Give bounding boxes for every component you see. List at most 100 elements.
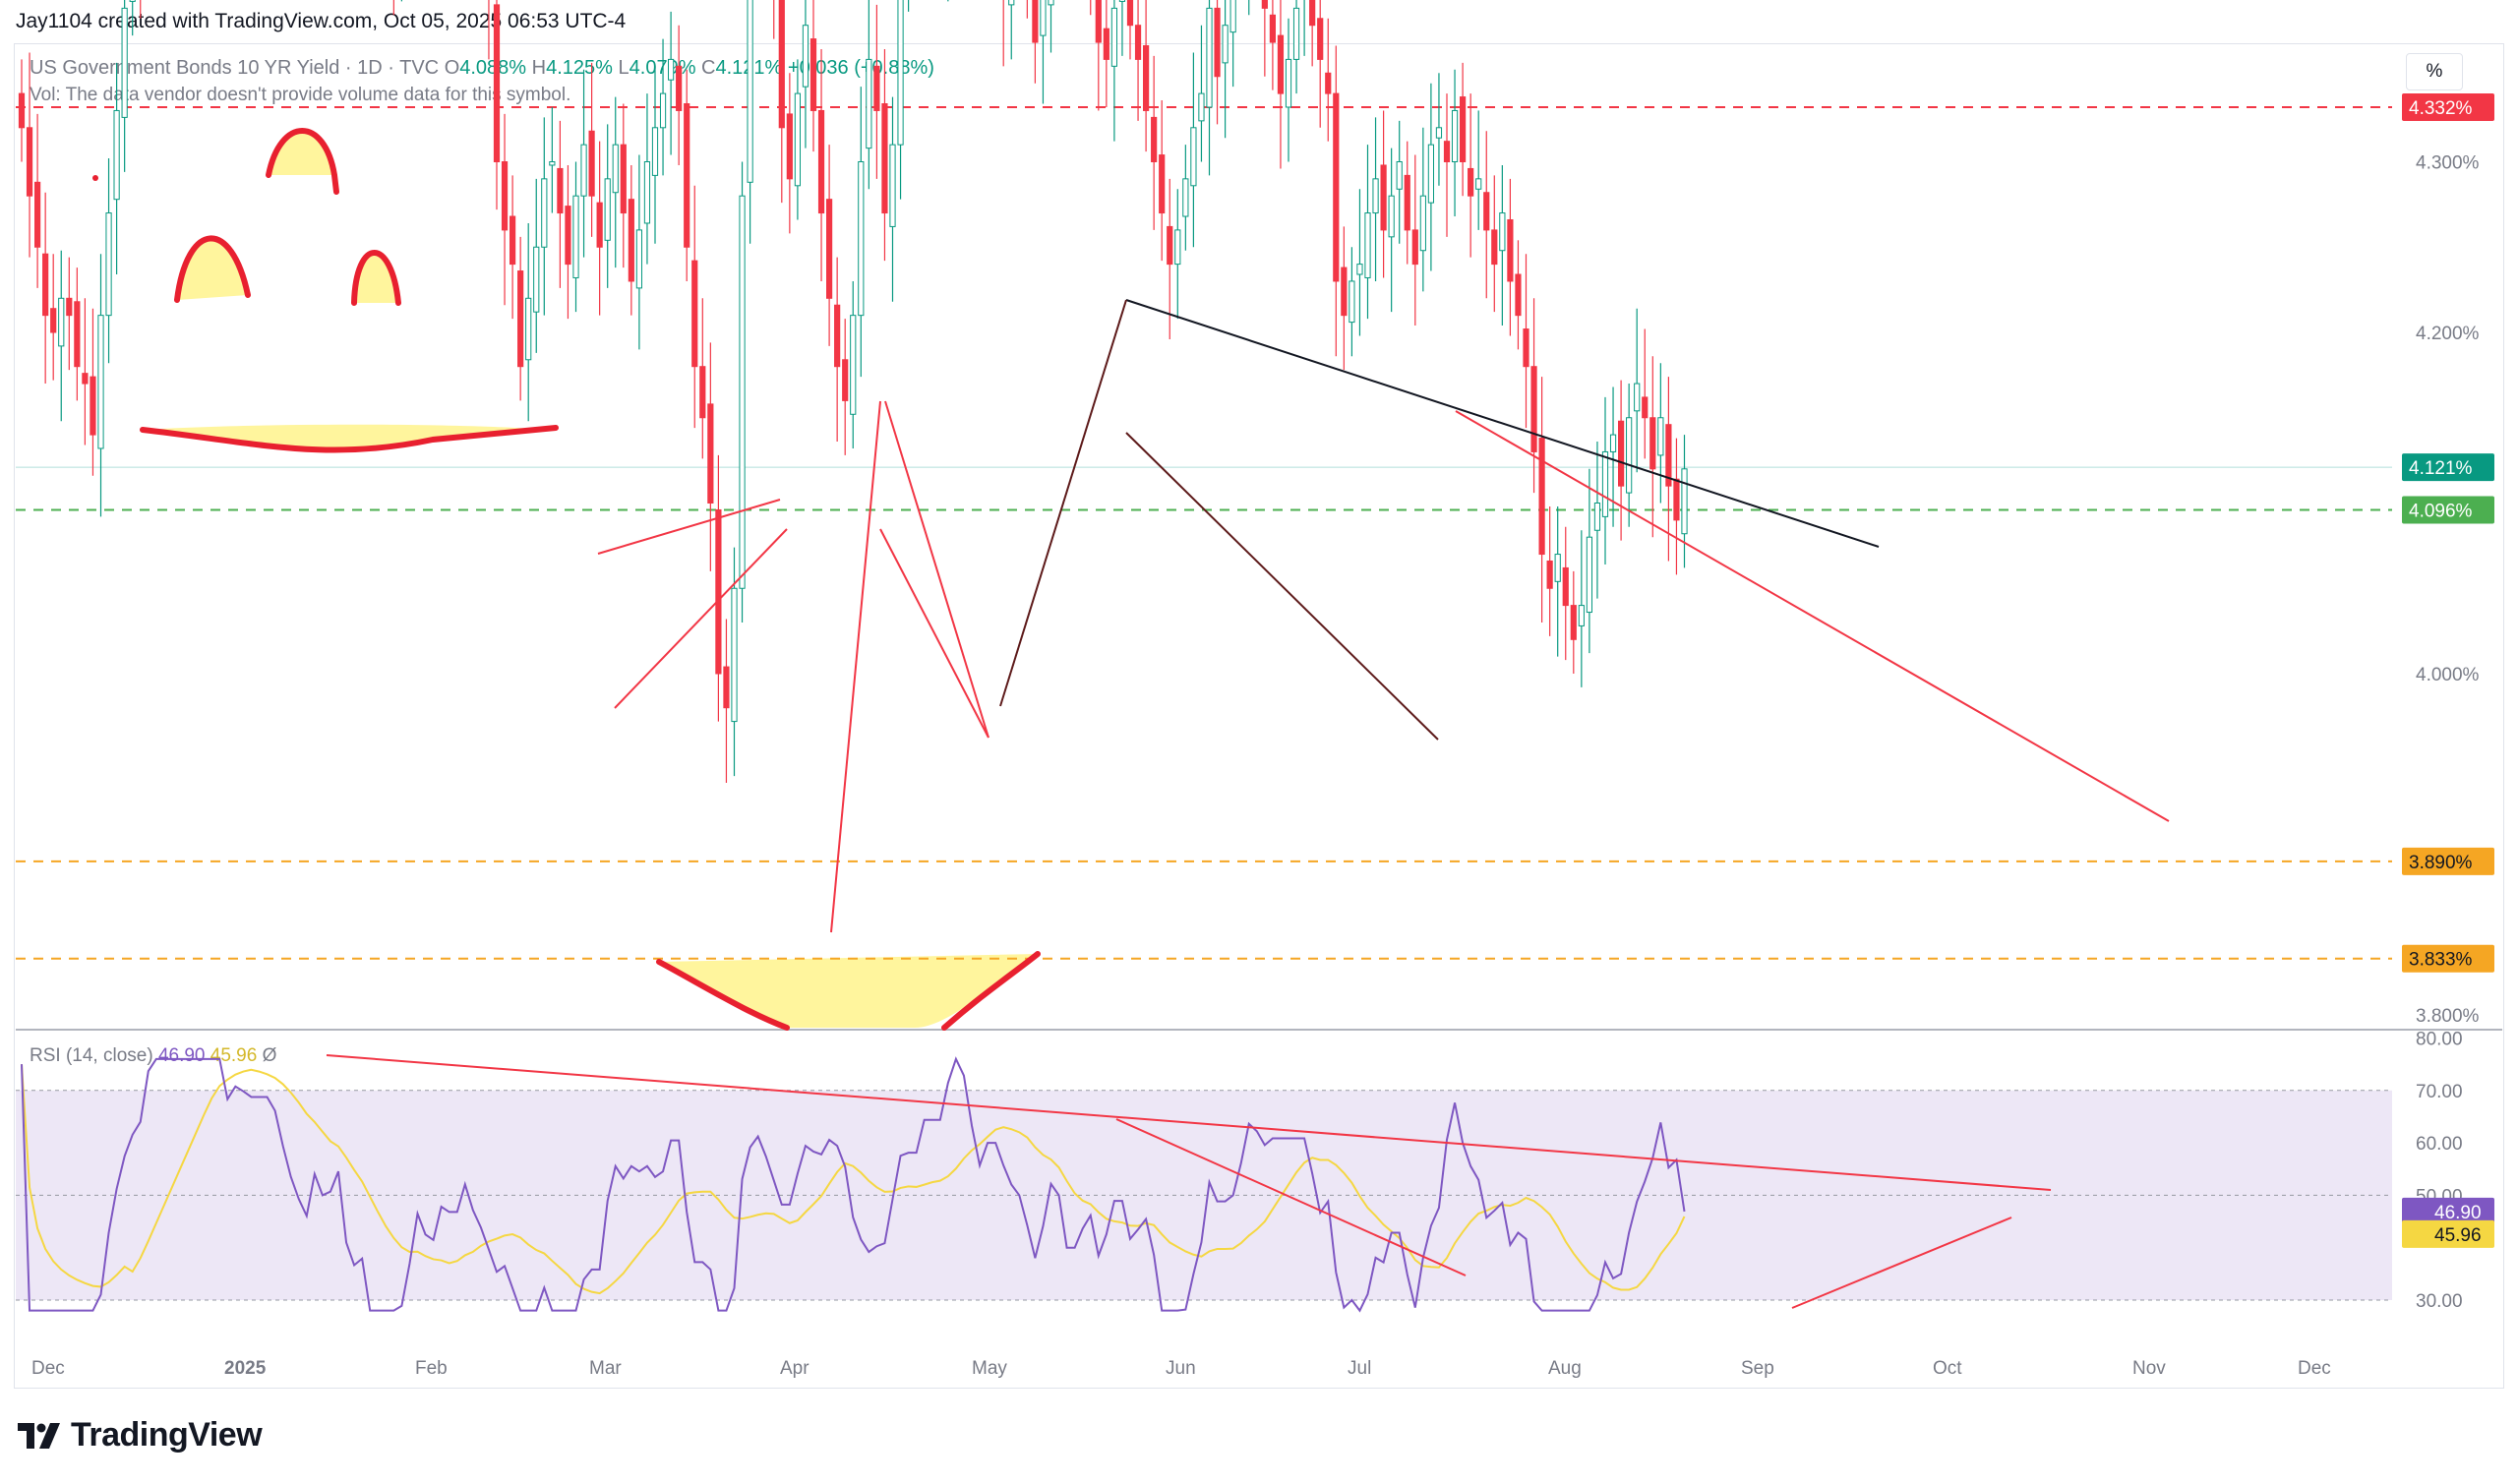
candle-body	[1404, 174, 1410, 231]
candle-body	[628, 199, 634, 282]
candle-body	[858, 161, 865, 317]
candle-body	[90, 376, 96, 436]
creator-caption: Jay1104 created with TradingView.com, Oc…	[16, 10, 627, 32]
candle-body	[1681, 468, 1688, 535]
candle-body	[668, 58, 675, 81]
candle-body	[1309, 0, 1316, 27]
candle-body	[1642, 396, 1649, 419]
candle-body	[50, 308, 57, 333]
candle-body	[541, 178, 548, 248]
candle-body	[707, 403, 714, 504]
candle-body	[1317, 18, 1324, 60]
time-tick-label: Feb	[415, 1358, 448, 1379]
candle-body	[58, 297, 65, 347]
head-outline	[266, 128, 339, 195]
brand-name: TradingView	[71, 1416, 263, 1454]
candle-body	[817, 109, 825, 214]
candle-body	[873, 65, 880, 111]
percent-scale-button[interactable]: %	[2406, 53, 2463, 90]
candle-body	[549, 161, 556, 166]
candle-body	[691, 260, 698, 368]
candle-body	[1206, 7, 1213, 108]
candle-body	[715, 508, 722, 675]
rsi-trend-up	[1791, 1217, 2012, 1309]
candle-body	[1593, 503, 1601, 531]
time-tick-label: May	[972, 1358, 1007, 1379]
candle-body	[1040, 0, 1047, 36]
close-label: C	[701, 57, 716, 79]
trendline-red-3	[884, 400, 989, 739]
candle-body	[1665, 424, 1672, 487]
candle-body	[802, 25, 809, 88]
trendline-brown-down	[1125, 432, 1439, 741]
candle-body	[1095, 0, 1102, 43]
candle-body	[809, 38, 817, 111]
candle-body	[651, 127, 659, 176]
candle-body	[1032, 0, 1039, 43]
candle-body	[1649, 417, 1656, 470]
trendline-red-5	[830, 400, 881, 933]
candle-body	[1292, 7, 1300, 60]
rsi-value-tag	[2402, 1197, 2494, 1225]
price-tick-label: 4.400%	[2416, 0, 2480, 3]
candle-body	[1419, 195, 1426, 252]
candle-body	[612, 144, 619, 194]
price-level-tag	[2402, 847, 2494, 875]
candle-body	[1499, 212, 1506, 252]
price-tick-label: 4.300%	[2416, 153, 2480, 174]
candle-body	[510, 215, 516, 266]
right-shoulder-outline	[351, 250, 401, 306]
candle-body	[1554, 554, 1561, 582]
price-level-tag-label: 4.332%	[2409, 98, 2473, 119]
time-tick-label: Sep	[1741, 1358, 1774, 1379]
candle-body	[1151, 116, 1158, 162]
candle-body	[1103, 28, 1109, 60]
price-level-tag-label: 4.121%	[2409, 458, 2473, 479]
time-tick-label: Apr	[780, 1358, 809, 1379]
low-label: L	[618, 57, 630, 79]
candle-body	[1167, 225, 1173, 266]
candle-body	[1427, 144, 1435, 204]
candle-body	[113, 109, 120, 201]
time-tick-label: Jul	[1348, 1358, 1371, 1379]
time-tick-label: Nov	[2132, 1358, 2166, 1379]
candle-body	[1118, 0, 1126, 2]
symbol-name[interactable]: US Government Bonds 10 YR Yield · 1D · T…	[30, 57, 440, 79]
candle-body	[1491, 229, 1498, 266]
candle-body	[1483, 192, 1490, 231]
candle-body	[826, 199, 833, 299]
candle-body	[620, 144, 627, 214]
hide-icon[interactable]: Ø	[262, 1045, 277, 1066]
rsi-tick-label: 60.00	[2416, 1134, 2463, 1155]
time-tick-label: Jun	[1166, 1358, 1196, 1379]
candle-body	[676, 65, 683, 111]
time-tick-label: Aug	[1548, 1358, 1582, 1379]
candle-body	[1008, 0, 1015, 6]
candle-body	[1578, 605, 1585, 626]
rsi-line	[21, 1056, 1686, 1313]
candle-body	[1349, 280, 1355, 324]
candle-body	[834, 304, 841, 368]
candle-body	[699, 366, 706, 419]
candle-body	[1341, 267, 1348, 317]
tradingview-brand[interactable]: TradingView	[18, 1416, 263, 1454]
rsi-tick-label: 70.00	[2416, 1082, 2463, 1102]
candle-body	[1222, 25, 1229, 64]
candle-body	[881, 103, 888, 214]
candle-body	[1388, 195, 1395, 238]
candle-body	[82, 373, 89, 385]
time-tick-label: Mar	[589, 1358, 622, 1379]
rsi-label[interactable]: RSI (14, close)	[30, 1045, 153, 1066]
candle-body	[684, 103, 690, 248]
rsi-ma-tag	[2402, 1219, 2494, 1248]
high-label: H	[531, 57, 547, 79]
candle-body	[493, 4, 501, 162]
candle-body	[66, 297, 73, 317]
candle-body	[1657, 417, 1664, 456]
candle-body	[580, 144, 587, 197]
candle-body	[786, 113, 793, 180]
candle-body	[517, 270, 524, 368]
candle-body	[1570, 605, 1577, 640]
candle-body	[1134, 25, 1142, 60]
candle-body	[842, 359, 849, 401]
